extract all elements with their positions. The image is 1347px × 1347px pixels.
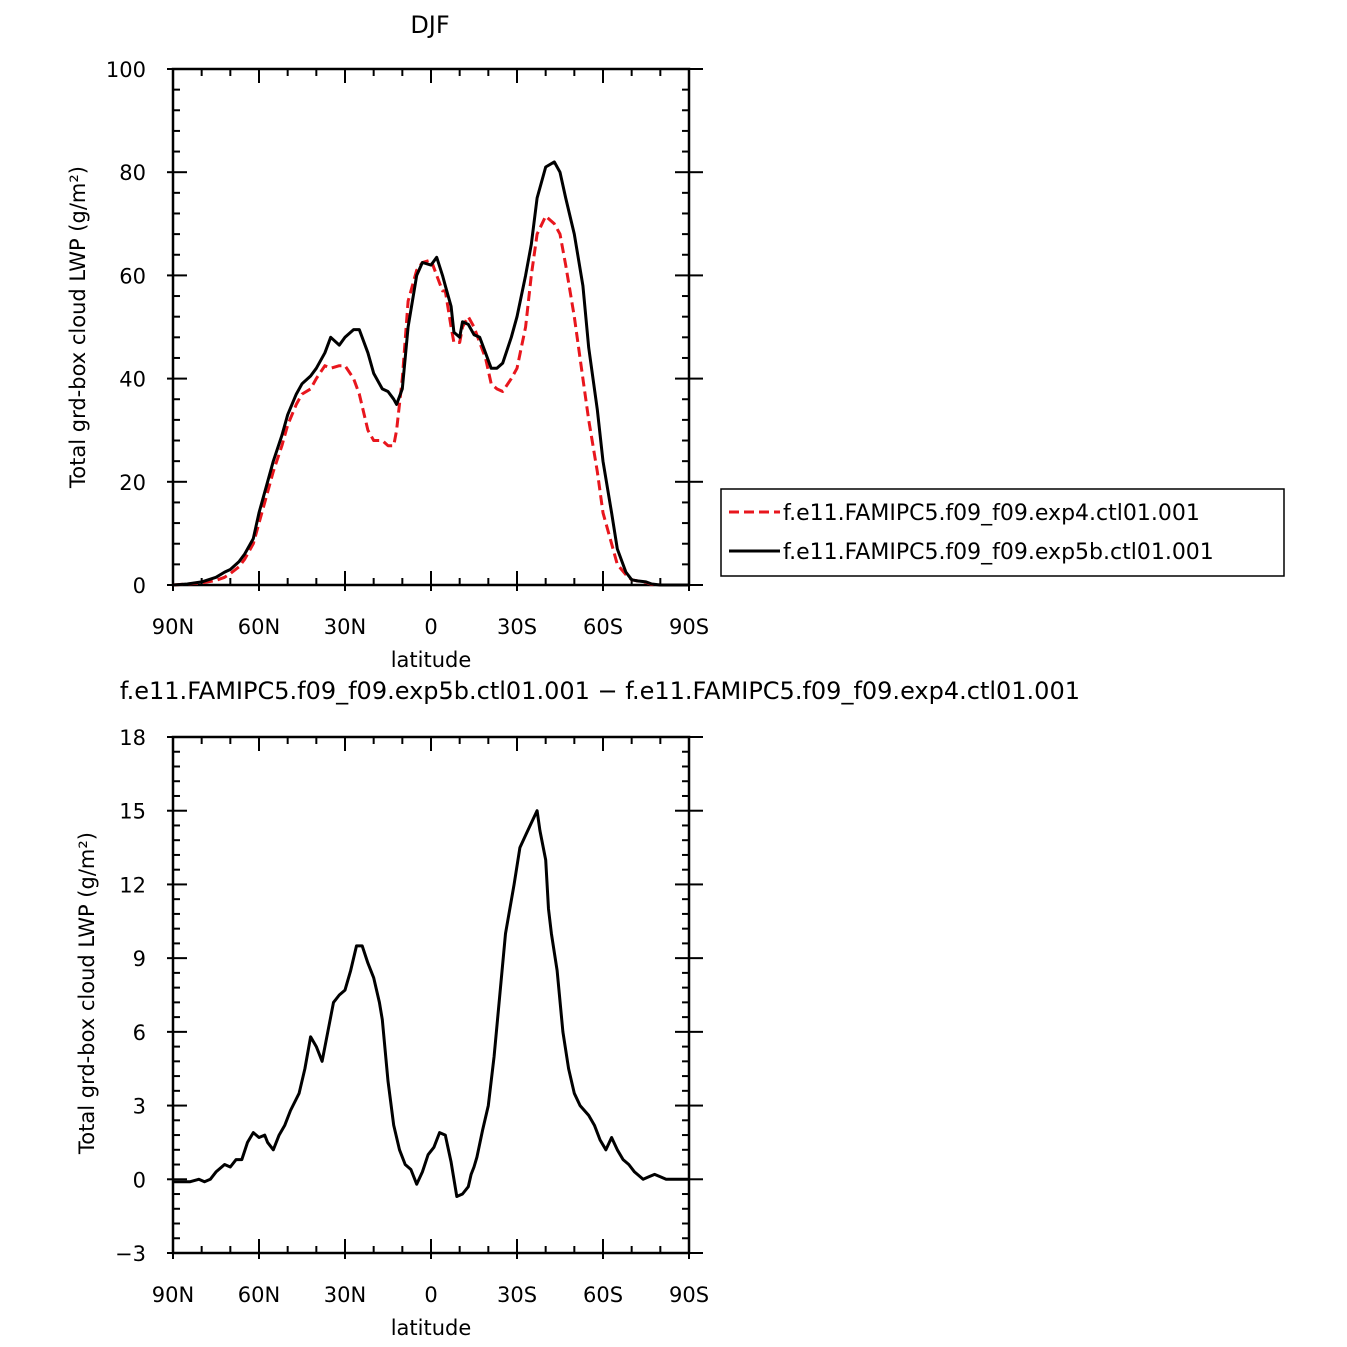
x-tick-label: 60S bbox=[583, 615, 623, 639]
x-tick-label: 30S bbox=[497, 615, 537, 639]
y-tick-label: 15 bbox=[119, 800, 146, 824]
y-axis-title: Total grd-box cloud LWP (g/m²) bbox=[75, 832, 99, 1155]
y-tick-label: 12 bbox=[119, 873, 146, 897]
series-line bbox=[173, 809, 689, 1198]
y-tick-label: 60 bbox=[119, 264, 146, 288]
x-tick-label: 90N bbox=[152, 1283, 194, 1307]
y-tick-label: −3 bbox=[115, 1242, 146, 1266]
y-tick-label: 20 bbox=[119, 471, 146, 495]
y-axis-title: Total grd-box cloud LWP (g/m²) bbox=[66, 166, 90, 489]
x-tick-label: 90N bbox=[152, 615, 194, 639]
y-tick-label: 40 bbox=[119, 368, 146, 392]
x-tick-label: 90S bbox=[669, 1283, 709, 1307]
y-tick-label: 80 bbox=[119, 161, 146, 185]
top-line-chart: DJF latitude Total grd-box cloud LWP (g/… bbox=[66, 11, 709, 672]
y-tick-label: 18 bbox=[119, 726, 146, 750]
x-tick-label: 0 bbox=[424, 1283, 437, 1307]
x-tick-label: 60N bbox=[238, 1283, 280, 1307]
x-tick-label: 0 bbox=[424, 615, 437, 639]
x-axis-title: latitude bbox=[391, 1316, 472, 1340]
x-tick-label: 30N bbox=[324, 615, 366, 639]
chart-title: DJF bbox=[410, 11, 449, 39]
x-axis-title: latitude bbox=[391, 648, 472, 672]
y-tick-label: 3 bbox=[133, 1095, 146, 1119]
x-tick-label: 90S bbox=[669, 615, 709, 639]
legend-label-exp4: f.e11.FAMIPC5.f09_f09.exp4.ctl01.001 bbox=[783, 501, 1200, 526]
x-tick-label: 60S bbox=[583, 1283, 623, 1307]
bottom-line-chart: f.e11.FAMIPC5.f09_f09.exp5b.ctl01.001 − … bbox=[75, 677, 1080, 1340]
legend-box bbox=[720, 488, 1285, 577]
x-tick-label: 30S bbox=[497, 1283, 537, 1307]
legend: f.e11.FAMIPC5.f09_f09.exp4.ctl01.001 f.e… bbox=[720, 488, 1285, 577]
x-tick-label: 60N bbox=[238, 615, 280, 639]
legend-label-exp5b: f.e11.FAMIPC5.f09_f09.exp5b.ctl01.001 bbox=[783, 540, 1214, 565]
plot-frame bbox=[171, 735, 691, 1255]
series-line bbox=[172, 160, 689, 587]
y-tick-label: 6 bbox=[133, 1021, 146, 1045]
y-tick-label: 100 bbox=[106, 58, 146, 82]
x-tick-label: 30N bbox=[324, 1283, 366, 1307]
y-tick-label: 0 bbox=[133, 1168, 146, 1192]
difference-chart-title: f.e11.FAMIPC5.f09_f09.exp5b.ctl01.001 − … bbox=[120, 677, 1080, 705]
y-tick-label: 0 bbox=[133, 574, 146, 598]
series-line bbox=[172, 214, 689, 587]
y-tick-label: 9 bbox=[133, 947, 146, 971]
